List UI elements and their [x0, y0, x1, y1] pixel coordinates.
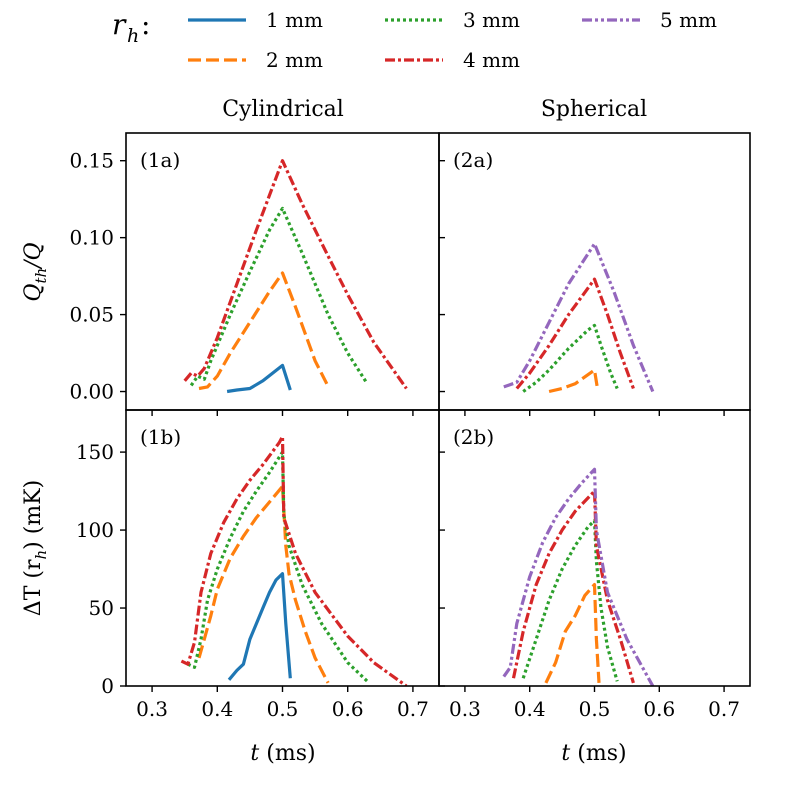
- ylabel-top-sub: th: [32, 268, 50, 284]
- panel-2b: 0.3 0.4 0.5 0.6 0.7 (2b): [438, 409, 751, 721]
- x-tick-label-1b-3: 0.6: [332, 697, 364, 721]
- y-tick-label-1b-2: 100: [76, 518, 114, 542]
- panel-label-2a: (2a): [453, 148, 493, 172]
- series-line-1a-2mm: [198, 271, 329, 391]
- panel-2a: (2a): [438, 132, 751, 416]
- series-line-1b-2mm: [197, 484, 330, 684]
- series-line-2b-3mm: [521, 519, 619, 682]
- column-title-spherical: Spherical: [541, 97, 647, 122]
- ylabel-top-q: Q: [21, 284, 46, 302]
- series-group-1b: [180, 434, 408, 686]
- y-tick-label-1b-3: 150: [76, 440, 114, 464]
- y-tick-label-1a-3: 0.15: [69, 149, 114, 173]
- series-group-1a: [183, 159, 408, 394]
- series-line-2b-4mm: [511, 489, 635, 684]
- legend-label-5: 5 mm: [660, 8, 717, 32]
- svg-text:ΔT (rh) (mK): ΔT (rh) (mK): [21, 480, 50, 616]
- panel-frame-2a: [438, 132, 751, 411]
- y-axis-label-bottom: ΔT (rh) (mK): [21, 480, 50, 616]
- series-line-2b-2mm: [544, 583, 601, 684]
- panel-label-2b: (2b): [453, 425, 494, 449]
- series-line-2a-2mm: [548, 368, 600, 394]
- series-line-2a-4mm: [515, 277, 635, 390]
- panel-label-1b: (1b): [140, 425, 181, 449]
- x-axis-label-right: t (ms): [561, 741, 626, 766]
- x-tick-label-1b-2: 0.5: [267, 697, 299, 721]
- series-line-2a-5mm: [503, 242, 655, 393]
- series-line-1b-4mm: [180, 434, 408, 686]
- x-tick-label-2b-4: 0.7: [708, 697, 740, 721]
- panel-1b: 0.3 0.4 0.5 0.6 0.7 0 50 100 150 (1b): [76, 409, 440, 721]
- legend-title-subscript: h: [127, 25, 139, 47]
- series-line-1a-1mm: [226, 363, 292, 394]
- panel-frame-2b: [438, 409, 751, 687]
- y-axis-label-top: Qth/Q: [21, 242, 50, 301]
- column-title-cylindrical: Cylindrical: [222, 97, 344, 122]
- x-tick-label-1b-1: 0.4: [201, 697, 233, 721]
- legend-title-colon: :: [141, 8, 150, 41]
- series-line-1b-1mm: [227, 572, 292, 681]
- legend-label-4: 4 mm: [463, 48, 520, 72]
- x-tick-label-2b-3: 0.6: [643, 697, 675, 721]
- y-tick-label-1b-0: 0: [101, 674, 114, 698]
- y-tick-label-1b-1: 50: [89, 596, 114, 620]
- legend-title-r: r: [112, 8, 127, 41]
- series-line-1a-3mm: [189, 206, 369, 387]
- series-line-1a-4mm: [183, 159, 408, 390]
- series-group-2b: [502, 467, 655, 686]
- panels: 0.000.050.100.15 (1a) (2a)0.3 0.4 0.5 0.6 0.70…: [69, 132, 751, 721]
- legend-label-1: 1 mm: [266, 8, 323, 32]
- legend: r h : 1 mm 2 mm 3 mm 4 mm 5 mm: [112, 8, 717, 72]
- legend-label-2: 2 mm: [266, 48, 323, 72]
- ylabel-top-rest: /Q: [21, 242, 46, 269]
- x-axis-label-left: t (ms): [250, 741, 315, 766]
- series-group-2a: [503, 242, 655, 394]
- ylabel-bottom-rest: ) (mK): [21, 480, 46, 550]
- ylabel-bottom-sub: h: [32, 550, 50, 560]
- series-line-2b-5mm: [502, 467, 655, 686]
- x-tick-label-1b-0: 0.3: [136, 697, 168, 721]
- series-line-2a-3mm: [522, 323, 619, 393]
- x-tick-label-2b-0: 0.3: [449, 697, 481, 721]
- y-tick-label-1a-2: 0.10: [69, 226, 114, 250]
- x-tick-label-2b-2: 0.5: [579, 697, 611, 721]
- y-tick-label-1a-0: 0.00: [69, 380, 114, 404]
- x-tick-label-1b-4: 0.7: [397, 697, 429, 721]
- ylabel-bottom-main: ΔT (r: [21, 559, 46, 616]
- svg-text:Qth/Q: Qth/Q: [21, 242, 50, 301]
- x-tick-label-2b-1: 0.4: [514, 697, 546, 721]
- panel-label-1a: (1a): [140, 148, 180, 172]
- series-line-1b-3mm: [187, 450, 369, 683]
- panel-1a: 0.00 0.05 0.10 0.15 (1a): [69, 132, 440, 416]
- y-tick-label-1a-1: 0.05: [69, 303, 114, 327]
- legend-label-3: 3 mm: [463, 8, 520, 32]
